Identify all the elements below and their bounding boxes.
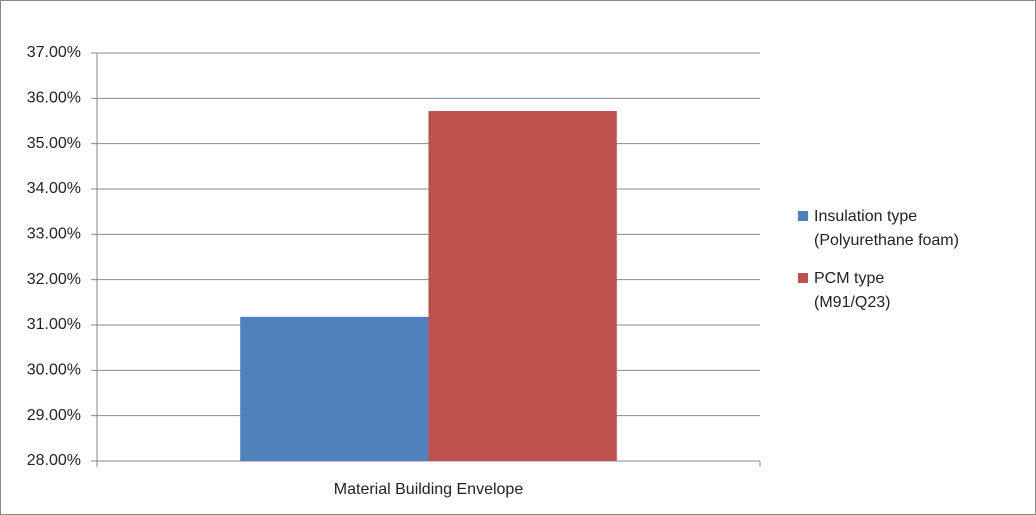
legend-swatch <box>798 273 808 283</box>
legend-label: PCM type (M91/Q23) <box>814 270 891 311</box>
legend: Insulation type (Polyurethane foam) PCM t… <box>798 205 959 329</box>
y-tick-label: 35.00% <box>27 135 81 152</box>
y-tick-label: 36.00% <box>27 90 81 107</box>
y-tick-label: 37.00% <box>27 44 81 61</box>
bar <box>428 111 617 461</box>
y-tick-label: 31.00% <box>27 316 81 333</box>
legend-swatch <box>798 211 808 221</box>
legend-label: Insulation type (Polyurethane foam) <box>814 208 959 249</box>
y-tick-label: 28.00% <box>27 452 81 469</box>
legend-item: Insulation type (Polyurethane foam) <box>798 205 959 253</box>
y-tick-label: 32.00% <box>27 271 81 288</box>
y-tick-label: 33.00% <box>27 226 81 243</box>
y-tick-label: 30.00% <box>27 362 81 379</box>
y-tick-label: 29.00% <box>27 407 81 424</box>
x-tick-label: Material Building Envelope <box>334 481 524 498</box>
y-tick-label: 34.00% <box>27 180 81 197</box>
bar <box>240 316 429 461</box>
legend-item: PCM type (M91/Q23) <box>798 267 959 315</box>
